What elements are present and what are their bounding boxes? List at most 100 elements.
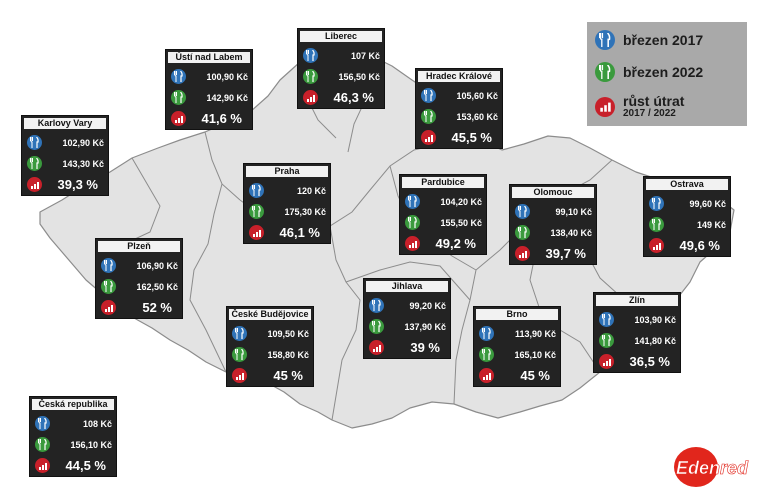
fork-knife-icon	[405, 194, 420, 209]
fork-knife-icon	[303, 48, 318, 63]
fork-knife-icon	[303, 69, 318, 84]
legend: březen 2017 březen 2022 růst útrat 2017 …	[587, 22, 747, 126]
row-growth: 36,5 %	[594, 351, 680, 372]
row-2022: 138,40 Kč	[510, 222, 596, 243]
fork-knife-icon	[232, 326, 247, 341]
fork-knife-icon	[232, 347, 247, 362]
value-2017: 102,90 Kč	[62, 137, 104, 148]
row-growth: 44,5 %	[30, 455, 116, 476]
fork-knife-icon	[421, 88, 436, 103]
region-name: Brno	[476, 309, 558, 320]
fork-knife-icon	[649, 196, 664, 211]
row-2017: 109,50 Kč	[227, 323, 313, 344]
row-growth: 46,1 %	[244, 222, 330, 243]
fork-knife-icon	[479, 326, 494, 341]
row-growth: 52 %	[96, 297, 182, 318]
value-2022: 155,50 Kč	[440, 217, 482, 228]
growth-percent: 45,5 %	[451, 130, 492, 145]
row-2022: 158,80 Kč	[227, 344, 313, 365]
growth-chart-icon	[405, 236, 420, 251]
region-name: Hradec Králové	[418, 71, 500, 82]
value-2017: 105,60 Kč	[456, 90, 498, 101]
region-name: Ústí nad Labem	[168, 52, 250, 63]
region-card-ceske-budejovice: České Budějovice 109,50 Kč 158,80 Kč 45 …	[227, 307, 313, 386]
edenred-logo: Edenred	[674, 447, 749, 487]
legend-item-2017: březen 2017	[595, 30, 703, 50]
value-2022: 153,60 Kč	[456, 111, 498, 122]
row-growth: 39 %	[364, 337, 450, 358]
row-2017: 106,90 Kč	[96, 255, 182, 276]
growth-chart-icon	[101, 300, 116, 315]
value-2022: 156,50 Kč	[338, 71, 380, 82]
row-2022: 165,10 Kč	[474, 344, 560, 365]
row-2022: 162,50 Kč	[96, 276, 182, 297]
region-name: Plzeň	[98, 241, 180, 252]
growth-chart-icon	[595, 96, 615, 117]
row-growth: 45,5 %	[416, 127, 502, 148]
row-2022: 156,10 Kč	[30, 434, 116, 455]
legend-item-growth: růst útrat 2017 / 2022	[595, 94, 684, 119]
region-name: Ostrava	[646, 179, 728, 190]
value-2022: 143,30 Kč	[62, 158, 104, 169]
fork-knife-icon	[405, 215, 420, 230]
row-2022: 143,30 Kč	[22, 153, 108, 174]
fork-knife-icon	[27, 156, 42, 171]
growth-percent: 45 %	[520, 368, 550, 383]
row-2017: 108 Kč	[30, 413, 116, 434]
growth-percent: 39,3 %	[57, 177, 98, 192]
region-card-brno: Brno 113,90 Kč 165,10 Kč 45 %	[474, 307, 560, 386]
value-2022: 158,80 Kč	[267, 349, 309, 360]
region-name: Jihlava	[366, 281, 448, 292]
growth-percent: 44,5 %	[65, 458, 106, 473]
growth-percent: 49,2 %	[435, 236, 476, 251]
region-card-hradec: Hradec Králové 105,60 Kč 153,60 Kč 45,5 …	[416, 69, 502, 148]
fork-knife-icon	[369, 319, 384, 334]
row-2017: 113,90 Kč	[474, 323, 560, 344]
growth-percent: 41,6 %	[201, 111, 242, 126]
value-2017: 106,90 Kč	[136, 260, 178, 271]
growth-chart-icon	[27, 177, 42, 192]
growth-chart-icon	[479, 368, 494, 383]
fork-knife-icon	[421, 109, 436, 124]
fork-knife-icon	[595, 30, 615, 50]
legend-growth-text: růst útrat 2017 / 2022	[623, 94, 684, 119]
fork-knife-icon	[101, 279, 116, 294]
growth-percent: 36,5 %	[629, 354, 670, 369]
legend-sublabel: 2017 / 2022	[623, 108, 676, 119]
region-card-liberec: Liberec 107 Kč 156,50 Kč 46,3 %	[298, 29, 384, 108]
legend-label: březen 2017	[623, 32, 704, 48]
growth-chart-icon	[421, 130, 436, 145]
value-2022: 141,80 Kč	[634, 335, 676, 346]
row-2017: 99,60 Kč	[644, 193, 730, 214]
fork-knife-icon	[515, 225, 530, 240]
row-2017: 105,60 Kč	[416, 85, 502, 106]
value-2022: 149 Kč	[696, 219, 726, 230]
row-2022: 155,50 Kč	[400, 212, 486, 233]
region-card-usti: Ústí nad Labem 100,90 Kč 142,90 Kč 41,6 …	[166, 50, 252, 129]
region-card-zlin: Zlín 103,90 Kč 141,80 Kč 36,5 %	[594, 293, 680, 372]
fork-knife-icon	[249, 204, 264, 219]
value-2017: 100,90 Kč	[206, 71, 248, 82]
growth-chart-icon	[515, 246, 530, 261]
fork-knife-icon	[599, 312, 614, 327]
value-2022: 156,10 Kč	[70, 439, 112, 450]
region-name: Česká republika	[32, 399, 114, 410]
row-2022: 149 Kč	[644, 214, 730, 235]
value-2022: 142,90 Kč	[206, 92, 248, 103]
region-card-jihlava: Jihlava 99,20 Kč 137,90 Kč 39 %	[364, 279, 450, 358]
row-2017: 99,10 Kč	[510, 201, 596, 222]
region-card-ceska-republika: Česká republika 108 Kč 156,10 Kč 44,5 %	[30, 397, 116, 476]
region-name: Pardubice	[402, 177, 484, 188]
fork-knife-icon	[479, 347, 494, 362]
value-2022: 137,90 Kč	[404, 321, 446, 332]
value-2017: 107 Kč	[350, 50, 380, 61]
growth-chart-icon	[303, 90, 318, 105]
row-growth: 45 %	[474, 365, 560, 386]
growth-chart-icon	[35, 458, 50, 473]
growth-chart-icon	[249, 225, 264, 240]
growth-percent: 49,6 %	[679, 238, 720, 253]
value-2017: 99,20 Kč	[409, 300, 446, 311]
region-border	[453, 269, 477, 405]
fork-knife-icon	[515, 204, 530, 219]
row-growth: 46,3 %	[298, 87, 384, 108]
